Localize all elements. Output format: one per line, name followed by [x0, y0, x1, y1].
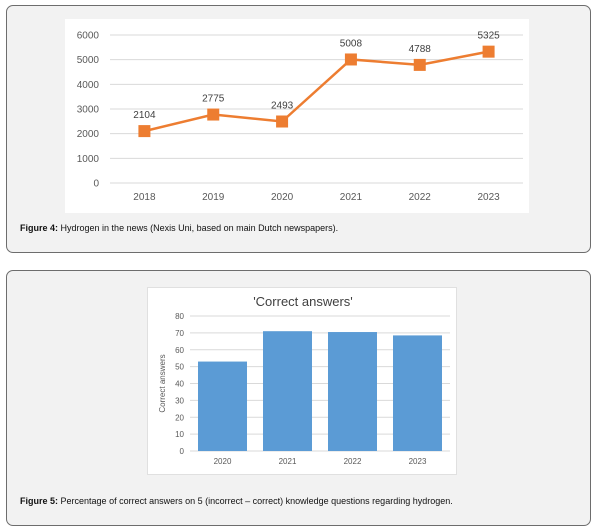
x-tick-label: 2022 [344, 457, 362, 466]
x-tick-label: 2023 [477, 192, 500, 203]
chart-title: 'Correct answers' [253, 294, 353, 309]
y-tick-label: 0 [93, 179, 99, 190]
series-line [144, 50, 489, 133]
y-tick-label: 30 [175, 396, 184, 405]
data-point-marker [207, 108, 220, 121]
x-tick-label: 2023 [409, 457, 427, 466]
y-tick-label: 1000 [77, 154, 100, 165]
bar [328, 332, 377, 451]
x-tick-label: 2021 [279, 457, 297, 466]
figure-5-caption-label: Figure 5: [20, 496, 59, 506]
y-tick-label: 50 [175, 363, 184, 372]
figure-4-caption: Figure 4: Hydrogen in the news (Nexis Un… [20, 223, 338, 233]
data-label: 2775 [202, 94, 225, 105]
data-point-marker [276, 115, 289, 128]
data-label: 2493 [271, 101, 294, 112]
y-tick-label: 6000 [77, 31, 100, 42]
line-chart-panel: 0 1000 2000 3000 4000 5000 6000 2018 2019 2020 202… [65, 19, 529, 213]
data-label: 2104 [133, 110, 156, 121]
y-tick-label: 5000 [77, 55, 100, 66]
y-tick-label: 80 [175, 312, 184, 321]
data-label: 5325 [477, 31, 500, 42]
figure-4-box: 0 1000 2000 3000 4000 5000 6000 2018 2019 2020 202… [6, 5, 591, 253]
figure-5-caption-text: Percentage of correct answers on 5 (inco… [60, 496, 453, 506]
bar-chart: 'Correct answers' 0 10 20 30 40 50 60 70 80 Correc… [158, 294, 450, 466]
y-tick-label: 0 [180, 447, 185, 456]
line-chart: 0 1000 2000 3000 4000 5000 6000 2018 2019 2020 202… [77, 31, 523, 203]
data-point-marker [344, 53, 357, 66]
x-tick-label: 2018 [133, 192, 156, 203]
x-tick-label: 2021 [340, 192, 363, 203]
bar [198, 361, 247, 451]
x-tick-label: 2020 [271, 192, 294, 203]
data-point-marker [413, 58, 426, 71]
figure-5-box: 'Correct answers' 0 10 20 30 40 50 60 70 80 Correc… [6, 270, 591, 526]
data-point-marker [138, 125, 151, 138]
data-point-marker [482, 45, 495, 58]
figure-4-caption-label: Figure 4: [20, 223, 59, 233]
y-tick-label: 4000 [77, 80, 100, 91]
figure-5-caption: Figure 5: Percentage of correct answers … [20, 496, 453, 506]
y-tick-label: 10 [175, 430, 184, 439]
x-tick-label: 2022 [409, 192, 432, 203]
bar [393, 335, 442, 451]
data-label: 4788 [409, 44, 432, 55]
y-tick-label: 40 [175, 380, 184, 389]
figure-4-caption-text: Hydrogen in the news (Nexis Uni, based o… [60, 223, 339, 233]
bar-chart-panel: 'Correct answers' 0 10 20 30 40 50 60 70 80 Correc… [147, 287, 457, 475]
bar [263, 331, 312, 451]
y-tick-label: 3000 [77, 105, 100, 116]
y-tick-label: 70 [175, 329, 184, 338]
x-tick-label: 2020 [214, 457, 232, 466]
y-tick-label: 20 [175, 413, 184, 422]
y-tick-label: 2000 [77, 129, 100, 140]
y-tick-label: 60 [175, 346, 184, 355]
y-axis-label: Correct answers [158, 354, 167, 412]
x-tick-label: 2019 [202, 192, 225, 203]
data-label: 5008 [340, 38, 363, 49]
